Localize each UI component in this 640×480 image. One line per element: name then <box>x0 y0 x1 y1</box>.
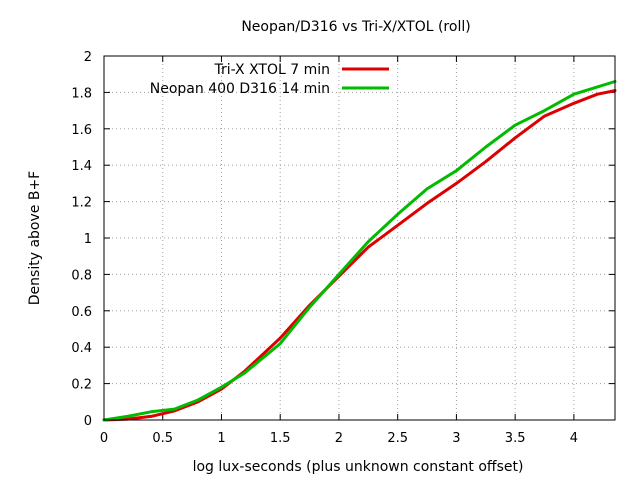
y-tick-label: 2 <box>84 50 92 65</box>
x-tick-label: 2.5 <box>387 431 408 446</box>
x-tick-label: 0 <box>100 431 108 446</box>
chart-title: Neopan/D316 vs Tri-X/XTOL (roll) <box>241 19 470 35</box>
x-tick-label: 1.5 <box>270 431 291 446</box>
y-tick-label: 1.6 <box>71 123 92 138</box>
series-line-1 <box>102 80 617 422</box>
y-tick-label: 1.2 <box>71 196 92 211</box>
legend-label-trix: Tri-X XTOL 7 min <box>214 62 330 78</box>
grid <box>104 56 615 420</box>
y-tick-label: 0.6 <box>71 305 92 320</box>
y-tick-label: 0.2 <box>71 378 92 393</box>
y-tick-label: 0.8 <box>71 268 92 283</box>
x-tick-label: 0.5 <box>152 431 173 446</box>
axis-ticks: 0 0.5 1 1.5 2 2.5 3 3.5 4 0 0.2 0.4 0.6 0.8 1 1.2 1.4 1.6… <box>71 50 615 446</box>
y-axis-title: Density above B+F <box>27 171 43 305</box>
y-tick-label: 1.4 <box>71 159 92 174</box>
x-tick-label: 2 <box>335 431 343 446</box>
y-tick-label: 1 <box>84 232 92 247</box>
x-tick-label: 4 <box>570 431 578 446</box>
y-tick-label: 0.4 <box>71 341 92 356</box>
legend-label-neopan: Neopan 400 D316 14 min <box>150 81 330 97</box>
x-tick-label: 3.5 <box>505 431 526 446</box>
y-tick-label: 0 <box>84 414 92 429</box>
x-tick-label: 1 <box>217 431 225 446</box>
y-tick-label: 1.8 <box>71 86 92 101</box>
plot-frame <box>103 55 616 421</box>
x-axis-title: log lux-seconds (plus unknown constant o… <box>193 459 524 475</box>
x-tick-label: 3 <box>452 431 460 446</box>
series-line-0 <box>102 89 617 422</box>
series-lines <box>102 80 617 422</box>
legend: Tri-X XTOL 7 min Neopan 400 D316 14 min <box>150 62 389 97</box>
